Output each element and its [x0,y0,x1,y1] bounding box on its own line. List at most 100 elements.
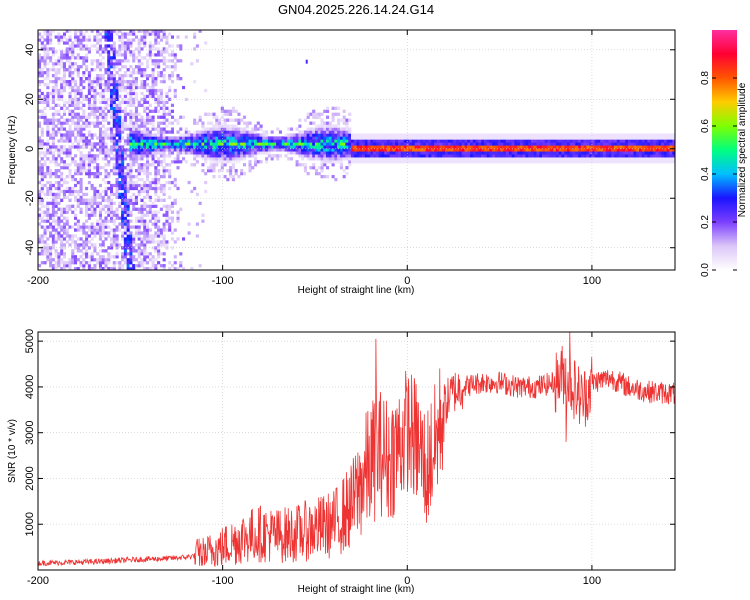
heatmap-cell [389,136,393,140]
heatmap-cell [112,62,116,66]
heatmap-cell [43,97,47,102]
heatmap-cell [65,234,69,238]
heatmap-cell [591,154,595,158]
heatmap-cell [168,65,172,69]
heatmap-cell [375,142,379,146]
heatmap-cell [619,133,623,137]
heatmap-cell [641,133,645,137]
heatmap-cell [248,133,252,137]
heatmap-cell [43,118,47,122]
heatmap-cell [40,109,44,113]
heatmap-cell [154,53,158,57]
heatmap-cell [54,255,58,259]
heatmap-cell [40,166,44,170]
heatmap-cell [204,88,208,93]
heatmap-cell [320,112,324,116]
heatmap-cell [104,163,108,167]
heatmap-cell [458,151,463,155]
heatmap-cell [65,210,69,214]
heatmap-cell [220,130,224,134]
heatmap-cell [76,192,80,197]
heatmap-cell [82,59,86,63]
heatmap-cell [644,151,648,155]
heatmap-cell [101,222,105,226]
heatmap-cell [157,160,161,164]
heatmap-cell [115,157,119,161]
heatmap-cell [121,88,125,93]
heatmap-cell [276,127,280,131]
heatmap-cell [118,157,122,161]
heatmap-cell [107,195,111,200]
heatmap-cell [569,145,573,149]
heatmap-cell [381,151,385,155]
heatmap-cell [472,136,476,140]
heatmap-cell [74,85,78,90]
heatmap-cell [165,222,169,226]
heatmap-cell [43,62,47,66]
heatmap-cell [154,186,158,191]
heatmap-cell [46,121,50,125]
heatmap-cell [146,133,150,137]
heatmap-cell [146,32,150,36]
heatmap-cell [126,124,130,128]
heatmap-cell [118,68,122,72]
colorbar-tick-label: 0.0 [700,263,711,277]
heatmap-cell [514,142,518,146]
heatmap-cell [605,142,609,146]
heatmap-cell [115,30,119,33]
heatmap-cell [157,65,161,69]
heatmap-cell [492,148,496,152]
heatmap-cell [633,133,637,137]
heatmap-cell [154,234,158,238]
heatmap-cell [198,151,202,155]
heatmap-cell [461,157,465,161]
heatmap-cell [71,160,75,164]
heatmap-cell [93,207,97,211]
heatmap-cell [38,68,42,72]
heatmap-cell [110,240,114,244]
heatmap-cell [422,136,427,140]
heatmap-cell [359,139,363,143]
heatmap-cell [262,148,266,152]
heatmap-cell [49,252,53,256]
heatmap-cell [544,142,548,146]
heatmap-cell [569,142,573,146]
heatmap-cell [132,38,136,42]
heatmap-cell [101,207,105,211]
heatmap-cell [591,136,595,140]
heatmap-cell [492,133,496,137]
heatmap-cell [151,246,155,250]
heatmap-cell [400,148,404,152]
heatmap-cell [62,100,66,105]
heatmap-cell [314,157,319,161]
heatmap-cell [98,109,102,113]
heatmap-cell [575,136,579,140]
heatmap-cell [85,47,89,51]
heatmap-cell [43,261,47,265]
heatmap-cell [564,142,568,146]
heatmap-cell [46,172,50,176]
heatmap-cell [107,225,111,229]
heatmap-cell [589,139,593,143]
heatmap-cell [157,145,161,149]
heatmap-cell [326,124,330,128]
heatmap-cell [633,154,637,158]
heatmap-cell [586,142,590,146]
heatmap-cell [54,77,58,81]
heatmap-cell [561,136,565,140]
heatmap-cell [65,68,69,72]
heatmap-cell [74,240,78,244]
heatmap-cell [339,154,343,158]
heatmap-cell [82,35,86,39]
heatmap-cell [182,139,186,143]
heatmap-cell [104,79,108,84]
heatmap-cell [384,154,388,158]
heatmap-cell [38,32,42,36]
heatmap-cell [218,124,222,128]
heatmap-cell [284,148,288,152]
heatmap-cell [137,103,141,107]
heatmap-cell [154,35,158,39]
heatmap-cell [57,130,61,134]
heatmap-cell [265,145,269,149]
heatmap-cell [115,261,119,265]
